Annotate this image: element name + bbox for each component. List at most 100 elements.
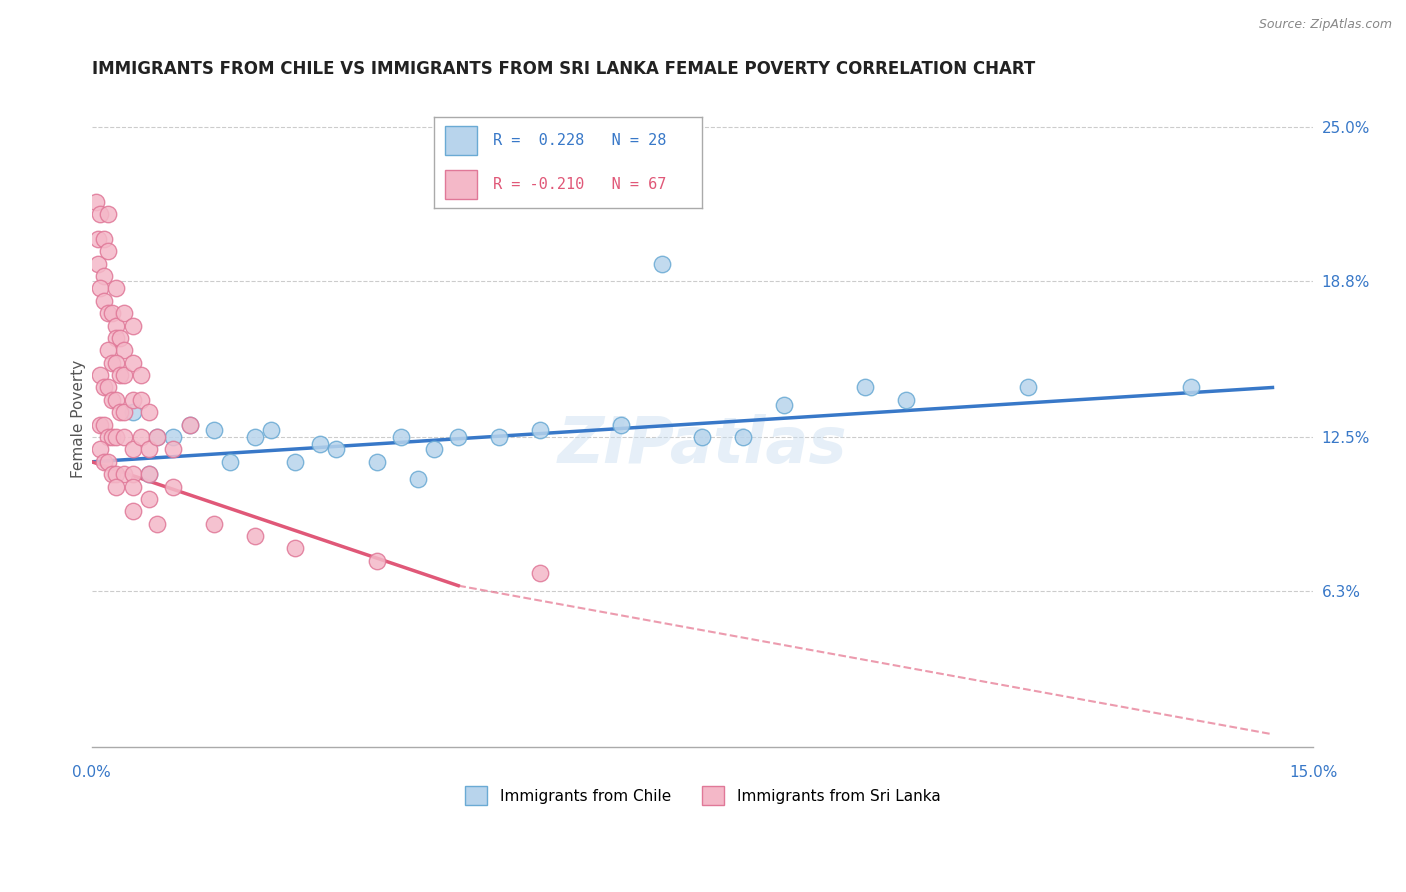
Point	[138, 405, 160, 419]
Point	[1180, 380, 1202, 394]
Point	[121, 479, 143, 493]
Point	[87, 257, 110, 271]
Point	[389, 430, 412, 444]
Point	[146, 516, 169, 531]
Point	[138, 491, 160, 506]
Point	[89, 417, 111, 432]
Point	[121, 504, 143, 518]
Point	[121, 405, 143, 419]
Point	[89, 442, 111, 457]
Point	[97, 455, 120, 469]
Point	[853, 380, 876, 394]
Point	[105, 331, 128, 345]
Point	[105, 467, 128, 482]
Point	[138, 442, 160, 457]
Point	[610, 417, 633, 432]
Point	[733, 430, 755, 444]
Point	[202, 423, 225, 437]
Point	[529, 423, 551, 437]
Point	[93, 232, 115, 246]
Point	[366, 455, 388, 469]
Point	[162, 442, 184, 457]
Point	[243, 430, 266, 444]
Point	[112, 343, 135, 358]
Point	[488, 430, 510, 444]
Point	[260, 423, 283, 437]
Point	[219, 455, 242, 469]
Point	[93, 455, 115, 469]
Point	[284, 541, 307, 556]
Point	[423, 442, 446, 457]
Point	[101, 392, 124, 407]
Point	[110, 405, 132, 419]
Point	[1017, 380, 1039, 394]
Point	[129, 430, 152, 444]
Y-axis label: Female Poverty: Female Poverty	[72, 359, 86, 477]
Point	[129, 392, 152, 407]
Point	[146, 430, 169, 444]
Text: ZIPatlas: ZIPatlas	[558, 414, 848, 475]
Point	[243, 529, 266, 543]
Point	[138, 467, 160, 482]
Point	[121, 392, 143, 407]
Point	[406, 472, 429, 486]
Point	[121, 442, 143, 457]
Point	[84, 194, 107, 209]
Point	[894, 392, 917, 407]
Point	[202, 516, 225, 531]
Legend: Immigrants from Chile, Immigrants from Sri Lanka: Immigrants from Chile, Immigrants from S…	[458, 780, 946, 811]
Point	[101, 356, 124, 370]
Point	[773, 398, 796, 412]
Point	[105, 430, 128, 444]
Point	[651, 257, 673, 271]
Point	[110, 331, 132, 345]
Point	[97, 207, 120, 221]
Point	[129, 368, 152, 383]
Point	[105, 318, 128, 333]
Point	[89, 368, 111, 383]
Point	[93, 417, 115, 432]
Point	[529, 566, 551, 581]
Point	[112, 430, 135, 444]
Point	[121, 467, 143, 482]
Point	[89, 281, 111, 295]
Point	[179, 417, 201, 432]
Point	[89, 207, 111, 221]
Point	[112, 368, 135, 383]
Point	[121, 318, 143, 333]
Point	[105, 392, 128, 407]
Point	[162, 479, 184, 493]
Point	[97, 430, 120, 444]
Point	[146, 430, 169, 444]
Point	[179, 417, 201, 432]
Point	[105, 356, 128, 370]
Point	[308, 437, 330, 451]
Point	[110, 368, 132, 383]
Point	[87, 232, 110, 246]
Point	[121, 356, 143, 370]
Point	[325, 442, 347, 457]
Point	[101, 306, 124, 320]
Text: Source: ZipAtlas.com: Source: ZipAtlas.com	[1258, 18, 1392, 31]
Point	[138, 467, 160, 482]
Text: 15.0%: 15.0%	[1289, 765, 1337, 780]
Point	[101, 430, 124, 444]
Text: IMMIGRANTS FROM CHILE VS IMMIGRANTS FROM SRI LANKA FEMALE POVERTY CORRELATION CH: IMMIGRANTS FROM CHILE VS IMMIGRANTS FROM…	[91, 60, 1035, 78]
Point	[93, 380, 115, 394]
Point	[162, 430, 184, 444]
Point	[284, 455, 307, 469]
Point	[112, 405, 135, 419]
Point	[112, 467, 135, 482]
Point	[105, 281, 128, 295]
Point	[97, 306, 120, 320]
Point	[366, 554, 388, 568]
Point	[112, 306, 135, 320]
Text: 0.0%: 0.0%	[73, 765, 111, 780]
Point	[101, 467, 124, 482]
Point	[97, 343, 120, 358]
Point	[93, 293, 115, 308]
Point	[692, 430, 714, 444]
Point	[105, 479, 128, 493]
Point	[97, 244, 120, 259]
Point	[93, 268, 115, 283]
